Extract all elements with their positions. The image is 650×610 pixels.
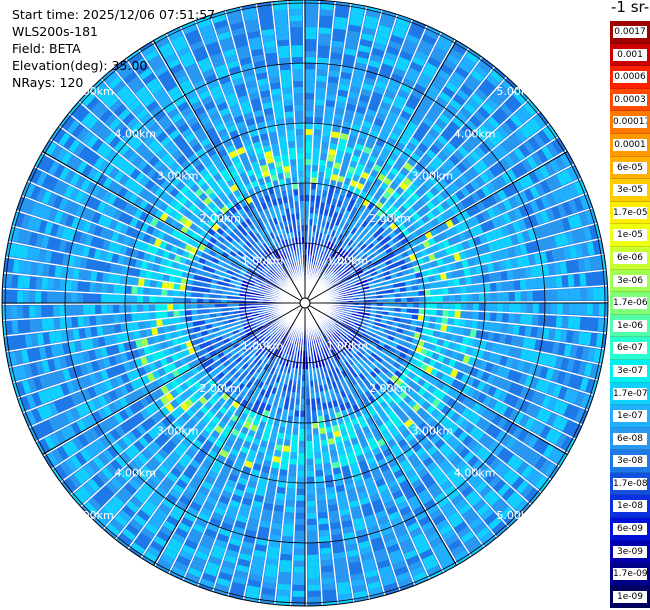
colorbar-level: 6e-07	[610, 337, 650, 360]
range-ring-label: 1.00km	[242, 255, 284, 268]
colorbar-level: 1.7e-06	[610, 292, 650, 315]
colorbar-level-label: 3e-06	[613, 274, 647, 287]
range-ring-label: 3.00km	[157, 424, 199, 437]
colorbar-level: 1e-06	[610, 314, 650, 338]
colorbar-level-label: 0.0001	[613, 138, 647, 151]
colorbar-level: 3e-06	[610, 269, 650, 293]
colorbar-level-label: 6e-06	[613, 251, 647, 264]
colorbar-level: 1e-09	[610, 585, 650, 609]
colorbar-level: 1.7e-07	[610, 382, 650, 406]
colorbar-level-label: 1e-09	[613, 590, 647, 603]
colorbar-level: 1.7e-09	[610, 563, 650, 586]
colorbar-level: 3e-05	[610, 179, 650, 202]
range-ring-label: 1.00km	[242, 339, 284, 352]
range-ring-grid	[1, 0, 609, 607]
range-ring-label: 1.00km	[327, 339, 369, 352]
colorbar-level: 3e-08	[610, 450, 650, 473]
colorbar-level-label: 3e-07	[613, 364, 647, 377]
colorbar-level: 0.0017	[610, 21, 650, 44]
range-labels: 1.00km 1.00km 1.00km 1.00km 2.00km 2.00km 2.00…	[72, 85, 538, 522]
colorbar-level-label: 1.7e-05	[613, 206, 647, 219]
colorbar-level: 6e-09	[610, 518, 650, 541]
colorbar-level: 6e-05	[610, 156, 650, 180]
start-time-text: Start time: 2025/12/06 07:51:57	[12, 7, 216, 22]
colorbar-level: 1e-08	[610, 495, 650, 519]
range-ring-label: 2.00km	[369, 212, 411, 225]
colorbar-level-label: 6e-08	[613, 432, 647, 445]
range-ring-label: 4.00km	[115, 127, 157, 140]
range-ring-label: 5.00km	[496, 85, 538, 98]
colorbar-level: 0.0006	[610, 66, 650, 89]
colorbar-level-label: 6e-05	[613, 161, 647, 174]
scan-info: Start time: 2025/12/06 07:51:57 WLS200s-…	[12, 6, 215, 91]
range-ring-label: 3.00km	[411, 424, 453, 437]
colorbar-unit-label: -1 sr-	[611, 0, 650, 16]
colorbar-level-label: 3e-09	[613, 545, 647, 558]
colorbar-level: 1.7e-05	[610, 201, 650, 225]
colorbar-level-label: 0.00017	[613, 116, 647, 129]
range-ring-label: 4.00km	[454, 467, 496, 480]
field-text: Field: BETA	[12, 41, 81, 56]
colorbar-level-label: 1.7e-08	[613, 477, 647, 490]
ppi-plot: 1.00km 1.00km 1.00km 1.00km 2.00km 2.00km 2.00…	[1, 0, 609, 607]
colorbar-level-label: 1e-06	[613, 319, 647, 332]
range-ring-label: 2.00km	[199, 382, 241, 395]
colorbar-level-label: 1.7e-09	[613, 568, 647, 581]
range-ring-label: 5.00km	[496, 509, 538, 522]
radar-center-marker	[299, 297, 311, 309]
nrays-text: NRays: 120	[12, 75, 84, 90]
colorbar-level: 3e-07	[610, 359, 650, 383]
colorbar-level-label: 1.7e-06	[613, 297, 647, 310]
colorbar-level-label: 0.0006	[613, 71, 647, 84]
range-ring-label: 1.00km	[327, 255, 369, 268]
colorbar-level: 0.0003	[610, 88, 650, 112]
colorbar-level-label: 0.0017	[613, 26, 647, 38]
range-ring-label: 5.00km	[72, 85, 114, 98]
colorbar-level-label: 1e-07	[613, 410, 647, 423]
colorbar-level-label: 0.0003	[613, 93, 647, 106]
colorbar-level: 6e-06	[610, 246, 650, 270]
colorbar-level: 0.00017	[610, 111, 650, 134]
colorbar-level-label: 1e-05	[613, 229, 647, 242]
colorbar-level: 3e-09	[610, 540, 650, 564]
range-ring-label: 3.00km	[157, 170, 199, 183]
colorbar-level: 0.001	[610, 43, 650, 67]
instrument-text: WLS200s-181	[12, 24, 98, 39]
colorbar-level-label: 0.001	[613, 48, 647, 61]
elevation-text: Elevation(deg): 35.00	[12, 58, 148, 73]
range-ring-label: 2.00km	[199, 212, 241, 225]
colorbar-level-label: 6e-09	[613, 523, 647, 536]
colorbar-level: 1e-07	[610, 405, 650, 428]
colorbar-level-label: 1e-08	[613, 500, 647, 513]
range-ring-label: 5.00km	[72, 509, 114, 522]
colorbar-level: 0.0001	[610, 133, 650, 157]
colorbar: 0.0017 0.001 0.0006 0.0003 0.00017 0.0001 6e-0…	[610, 21, 650, 609]
colorbar-level: 1.7e-08	[610, 472, 650, 496]
colorbar-level: 6e-08	[610, 427, 650, 451]
colorbar-level-label: 6e-07	[613, 342, 647, 355]
range-ring-label: 3.00km	[411, 170, 453, 183]
colorbar-level-label: 1.7e-07	[613, 387, 647, 400]
colorbar-level-label: 3e-05	[613, 184, 647, 197]
range-ring-label: 4.00km	[115, 467, 157, 480]
colorbar-level: 1e-05	[610, 224, 650, 247]
range-ring-label: 4.00km	[454, 127, 496, 140]
range-ring-label: 2.00km	[369, 382, 411, 395]
colorbar-level-label: 3e-08	[613, 455, 647, 468]
